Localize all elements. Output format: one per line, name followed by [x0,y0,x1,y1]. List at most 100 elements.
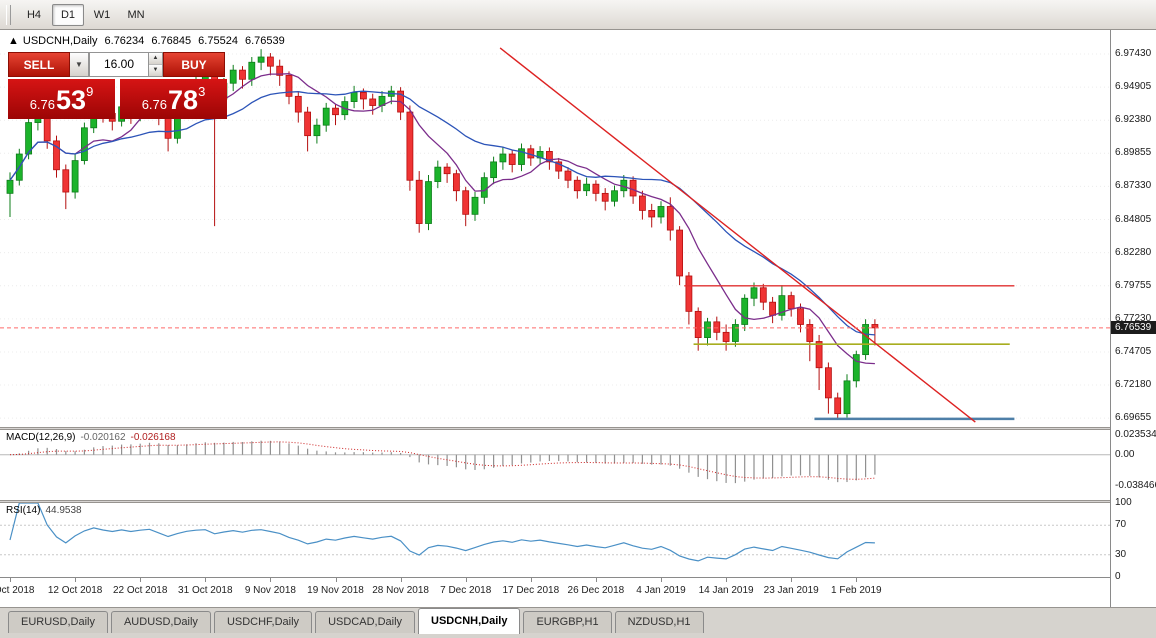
volume-step-up-icon[interactable]: ▲ [149,53,162,65]
macd-histogram [18,440,876,484]
symbol-direction-icon: ▲ [8,35,19,47]
chart-tab-usdcad[interactable]: USDCAD,Daily [315,611,416,633]
rsi-axis-label-0: 100 [1115,497,1132,508]
chart-tab-nzdusd[interactable]: NZDUSD,H1 [614,611,704,633]
macd-main-value: -0.020162 [80,432,126,443]
date-label-5: 19 Nov 2018 [307,585,364,596]
date-label-7: 7 Dec 2018 [440,585,492,596]
date-tick [465,578,467,582]
date-tick [530,578,532,582]
macd-axis-label-0: 0.023534 [1115,429,1156,441]
date-tick [856,578,858,582]
toolbar-grip[interactable] [6,4,11,25]
date-label-3: 31 Oct 2018 [178,585,233,596]
chart-tab-audusd[interactable]: AUDUSD,Daily [110,611,211,633]
macd-signal-line [9,441,875,480]
sell-price-pipette: 9 [86,84,94,99]
sell-button[interactable]: SELL [8,52,70,77]
date-label-4: 9 Nov 2018 [244,585,296,596]
date-tick [75,578,77,582]
price-axis[interactable]: 6.97430 6.94905 6.92380 6.89855 6.87330 6.848… [1110,30,1156,607]
date-tick [140,578,142,582]
current-price-badge: 6.76539 [1111,320,1156,334]
buy-price-display[interactable]: 6.76 78 3 [120,79,227,119]
date-label-12: 23 Jan 2019 [763,585,819,596]
volume-input[interactable]: 16.00 [89,52,149,77]
chart-ohlc-header: ▲ USDCNH,Daily 6.76234 6.76845 6.75524 6.… [8,35,289,47]
buy-price-big-digits: 78 [168,85,199,116]
timeframe-toolbar: H4 D1 W1 MN [0,0,1156,30]
date-label-2: 22 Oct 2018 [112,585,168,596]
date-label-6: 28 Nov 2018 [372,585,429,596]
time-axis-divider [0,577,1156,578]
rsi-axis-label-1: 70 [1115,519,1127,531]
price-axis-label-5: 6.84805 [1115,213,1152,225]
ohlc-close: 6.76539 [245,35,285,47]
price-axis-label-4: 6.87330 [1115,180,1152,192]
date-label-13: 1 Feb 2019 [830,585,882,596]
volume-dropdown-button[interactable]: ▼ [70,52,89,77]
price-axis-label-9: 6.74705 [1115,345,1152,357]
main-chart-canvas[interactable] [0,30,1111,427]
chart-symbol-label: USDCNH,Daily [22,35,98,47]
timeframe-button-w1[interactable]: W1 [93,8,111,21]
date-label-11: 14 Jan 2019 [698,585,754,596]
volume-step-down-icon[interactable]: ▼ [149,65,162,76]
macd-axis-label-1: 0.00 [1115,448,1135,460]
timeframe-button-h4[interactable]: H4 [26,8,42,21]
ohlc-open: 6.76234 [104,35,145,47]
chart-tab-usdcnh[interactable]: USDCNH,Daily [418,608,521,634]
rsi-name: RSI(14) [6,505,41,516]
date-tick [400,578,402,582]
date-label-9: 26 Dec 2018 [567,585,625,596]
time-axis[interactable]: 3 Oct 2018 12 Oct 2018 22 Oct 2018 31 Oct 2… [0,578,1111,607]
date-tick [726,578,728,582]
buy-price-pipette: 3 [198,84,206,99]
rsi-pane-splitter[interactable] [0,500,1156,503]
buy-button[interactable]: BUY [163,52,225,77]
timeframe-button-d1[interactable]: D1 [52,3,84,26]
sell-price-prefix: 6.76 [29,97,56,112]
macd-pane-splitter[interactable] [0,427,1156,430]
moving-average-20 [9,90,875,336]
sell-price-display[interactable]: 6.76 53 9 [8,79,115,119]
macd-name: MACD(12,26,9) [6,432,76,443]
descending-trendline[interactable] [499,47,976,423]
chart-tab-usdchf[interactable]: USDCHF,Daily [213,611,313,633]
macd-label: MACD(12,26,9) -0.020162 -0.026168 [6,432,176,443]
date-tick [205,578,207,582]
price-axis-label-8: 6.77230 [1115,312,1152,324]
price-axis-label-3: 6.89855 [1115,147,1152,159]
date-label-1: 12 Oct 2018 [47,585,103,596]
macd-signal-value: -0.026168 [130,432,176,443]
timeframe-button-mn[interactable]: MN [127,8,145,21]
price-axis-label-7: 6.79755 [1115,279,1152,291]
macd-axis-label-2: -0.038466 [1115,480,1156,492]
macd-indicator-canvas[interactable] [0,430,1111,500]
rsi-line [9,503,875,562]
rsi-indicator-canvas[interactable] [0,503,1111,577]
price-axis-label-1: 6.94905 [1115,81,1152,93]
date-tick [595,578,597,582]
date-label-0: 3 Oct 2018 [0,585,35,596]
buy-price-prefix: 6.76 [141,97,168,112]
rsi-axis-label-3: 0 [1115,571,1121,582]
rsi-value: 44.9538 [45,505,82,516]
price-axis-label-11: 6.69655 [1115,412,1152,424]
ohlc-high: 6.76845 [151,35,192,47]
chart-tab-eurgbp[interactable]: EURGBP,H1 [523,611,612,633]
one-click-trading-panel: SELL ▼ 16.00 ▲ ▼ BUY 6.76 53 9 6.76 78 [8,52,227,119]
date-label-8: 17 Dec 2018 [502,585,560,596]
date-tick [10,578,11,582]
date-label-10: 4 Jan 2019 [636,585,686,596]
rsi-label: RSI(14) 44.9538 [6,505,82,516]
chart-tab-eurusd[interactable]: EURUSD,Daily [8,611,108,633]
rsi-axis-label-2: 30 [1115,548,1127,560]
chart-tab-bar: EURUSD,Daily AUDUSD,Daily USDCHF,Daily USDC… [0,607,1156,638]
timeframe-buttons: H4 D1 W1 MN [17,3,153,26]
price-axis-label-6: 6.82280 [1115,246,1152,258]
price-axis-label-0: 6.97430 [1115,47,1152,59]
date-tick [661,578,662,582]
price-axis-label-2: 6.92380 [1115,114,1152,126]
